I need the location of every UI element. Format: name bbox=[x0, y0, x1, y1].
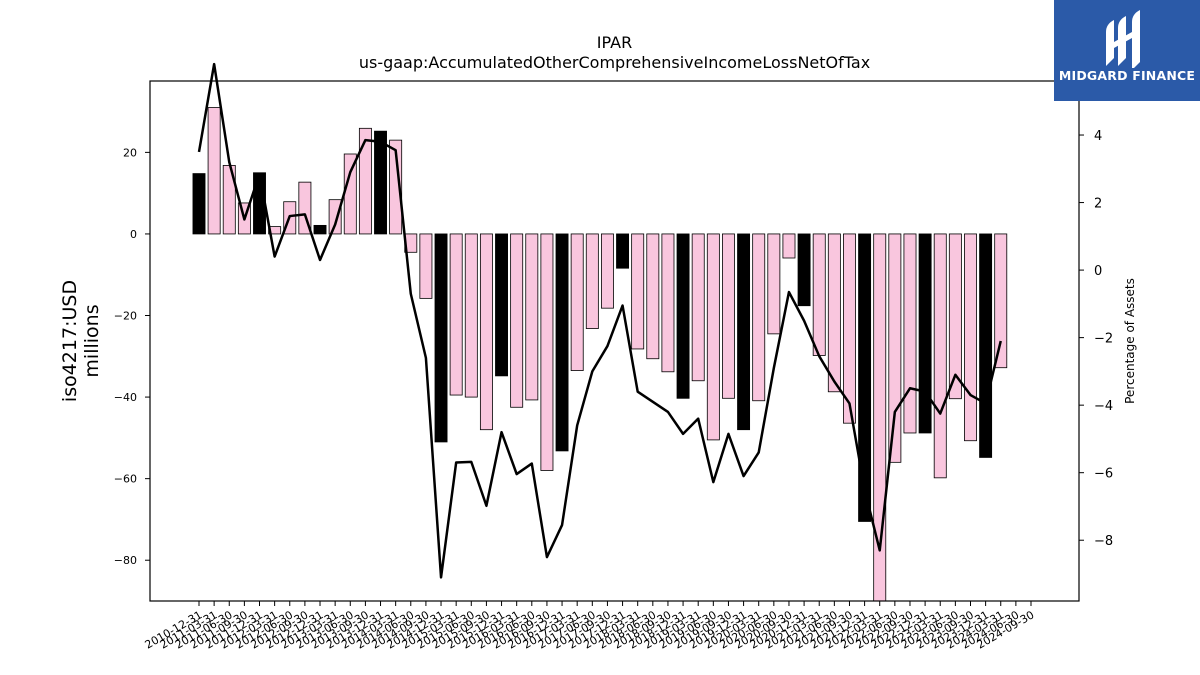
bar-2022-09-30 bbox=[903, 233, 917, 434]
bar-2023-03-31 bbox=[933, 233, 947, 479]
y-right-tick-label: −2 bbox=[1094, 332, 1113, 347]
bar-2015-12-31 bbox=[495, 233, 508, 377]
bar-2020-06-30 bbox=[767, 233, 781, 335]
bar-2019-12-31 bbox=[737, 233, 751, 431]
bar-2021-06-30 bbox=[827, 233, 841, 393]
y-left-tick-label: −40 bbox=[114, 391, 137, 404]
y-left-tick-label: −80 bbox=[114, 554, 137, 567]
bar-2017-12-31 bbox=[616, 233, 630, 269]
y-right-tick-label: 0 bbox=[1094, 264, 1102, 279]
bar-2011-03-31 bbox=[207, 107, 221, 235]
bar-2017-06-30 bbox=[585, 233, 599, 329]
bar-2018-06-30 bbox=[646, 233, 660, 360]
bar-2013-12-31 bbox=[374, 130, 387, 235]
bar-2020-09-30 bbox=[782, 233, 796, 259]
bar-2018-09-30 bbox=[661, 233, 675, 373]
y-axis-left-label: iso4217:USDmillions bbox=[59, 280, 103, 402]
bar-2014-03-31 bbox=[389, 139, 403, 235]
bar-2019-03-31 bbox=[691, 233, 705, 382]
bar-2015-09-30 bbox=[479, 233, 493, 431]
logo-text: MIDGARD FINANCE bbox=[1058, 68, 1196, 83]
bar-2018-03-31 bbox=[631, 233, 645, 350]
right-axis: 4 2 0 −2 −4 −6 −8 bbox=[1079, 129, 1113, 549]
chart-subtitle: us-gaap:AccumulatedOtherComprehensiveInc… bbox=[359, 53, 870, 72]
bar-2021-09-30 bbox=[843, 233, 856, 424]
bar-2017-03-31 bbox=[570, 233, 584, 371]
y-left-tick-label: 20 bbox=[123, 146, 137, 159]
bar-2016-09-30 bbox=[540, 233, 554, 471]
bar-2014-12-31 bbox=[434, 233, 448, 443]
bar-2016-12-31 bbox=[555, 233, 569, 452]
line-series bbox=[197, 62, 1002, 579]
bar-2020-12-31 bbox=[797, 233, 811, 307]
bar-2018-12-31 bbox=[676, 233, 690, 399]
y-left-tick-label: 0 bbox=[130, 228, 137, 241]
bar-2013-09-30 bbox=[358, 127, 372, 235]
y-right-tick-label: 4 bbox=[1094, 129, 1102, 144]
y-axis-right-label: Percentage of Assets bbox=[1123, 278, 1137, 404]
chart-title: IPAR bbox=[597, 33, 632, 52]
bar-2024-03-31 bbox=[994, 233, 1008, 369]
y-right-tick-label: −8 bbox=[1094, 534, 1113, 549]
bar-2019-06-30 bbox=[706, 233, 720, 441]
bar-2015-03-31 bbox=[449, 233, 463, 396]
bar-2016-06-30 bbox=[525, 233, 539, 401]
bar-2020-03-31 bbox=[752, 233, 766, 402]
x-axis: 2010-12-312011-03-312011-06-302011-09-30… bbox=[143, 601, 1037, 652]
y-left-tick-label: −60 bbox=[114, 473, 137, 486]
bar-2016-03-31 bbox=[510, 233, 524, 408]
percentage-line bbox=[197, 62, 1002, 579]
bar-series bbox=[192, 107, 1008, 602]
bar-2021-03-31 bbox=[812, 233, 826, 356]
y-right-tick-label: −4 bbox=[1094, 399, 1113, 414]
bar-2023-12-31 bbox=[979, 233, 993, 458]
bar-2022-06-30 bbox=[888, 233, 902, 463]
bar-2012-12-31 bbox=[313, 224, 327, 235]
bar-2023-06-30 bbox=[948, 233, 962, 400]
bar-2021-12-31 bbox=[858, 233, 872, 522]
y-right-tick-label: 2 bbox=[1094, 197, 1102, 212]
bar-2023-09-30 bbox=[964, 233, 977, 442]
logo-mark-icon bbox=[1106, 10, 1140, 68]
bar-2014-09-30 bbox=[419, 233, 433, 299]
left-axis: 20 0 −20 −40 −60 −80 bbox=[114, 146, 150, 567]
bar-2019-09-30 bbox=[722, 233, 735, 399]
y-left-tick-label: −20 bbox=[114, 310, 137, 323]
y-right-tick-label: −6 bbox=[1094, 467, 1113, 482]
midgard-finance-logo: MIDGARD FINANCE bbox=[1054, 0, 1200, 101]
bar-2022-12-31 bbox=[918, 233, 932, 434]
bar-2013-03-31 bbox=[328, 199, 342, 235]
bar-2017-09-30 bbox=[600, 233, 614, 309]
bar-2010-12-31 bbox=[192, 173, 206, 235]
plot-frame bbox=[149, 80, 1080, 602]
bar-2015-06-30 bbox=[464, 233, 478, 398]
